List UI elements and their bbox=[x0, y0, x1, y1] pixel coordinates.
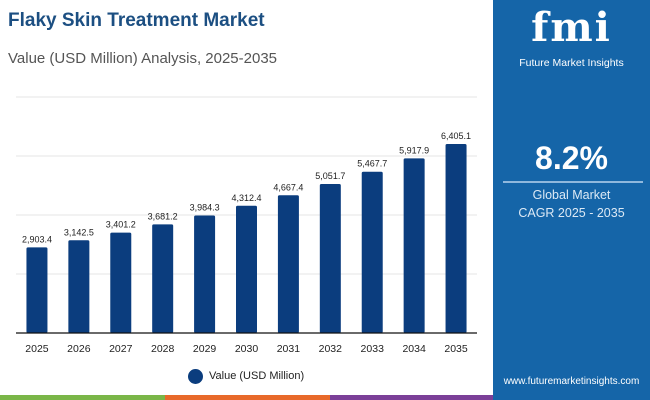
chart-subtitle: Value (USD Million) Analysis, 2025-2035 bbox=[8, 50, 278, 67]
data-label: 3,142.5 bbox=[64, 227, 94, 237]
bar bbox=[445, 144, 467, 333]
sidebar-panel: fmi Future Market Insights 8.2% Global M… bbox=[493, 0, 650, 400]
x-tick-label: 2035 bbox=[444, 343, 468, 355]
data-label: 3,984.3 bbox=[190, 202, 220, 212]
legend: Value (USD Million) bbox=[188, 369, 304, 384]
x-tick-label: 2031 bbox=[277, 343, 301, 355]
cagr-label: Global Market bbox=[532, 188, 611, 202]
data-label: 3,401.2 bbox=[106, 220, 136, 230]
strip-purple bbox=[330, 395, 493, 400]
data-label: 4,312.4 bbox=[231, 193, 261, 203]
data-label: 3,681.2 bbox=[148, 211, 178, 221]
x-tick-label: 2027 bbox=[109, 343, 133, 355]
bar bbox=[194, 215, 216, 333]
bar bbox=[403, 158, 425, 333]
bar bbox=[319, 183, 341, 333]
bar bbox=[110, 232, 132, 333]
data-label: 4,667.4 bbox=[273, 182, 303, 192]
x-tick-label: 2033 bbox=[361, 343, 385, 355]
legend-label: Value (USD Million) bbox=[209, 370, 305, 382]
strip-orange bbox=[165, 395, 330, 400]
bar bbox=[361, 171, 383, 333]
divider bbox=[503, 181, 643, 183]
legend-marker bbox=[188, 369, 203, 384]
x-tick-label: 2029 bbox=[193, 343, 217, 355]
strip-green bbox=[0, 395, 165, 400]
bar bbox=[152, 224, 174, 333]
x-tick-label: 2034 bbox=[402, 343, 426, 355]
bar bbox=[68, 240, 90, 333]
data-label: 5,917.9 bbox=[399, 145, 429, 155]
bar bbox=[236, 205, 257, 333]
cagr-period: CAGR 2025 - 2035 bbox=[518, 206, 625, 220]
x-tick-label: 2026 bbox=[67, 343, 91, 355]
x-tick-label: 2030 bbox=[235, 343, 259, 355]
data-label: 5,051.7 bbox=[315, 171, 345, 181]
bar-chart: 2,903.4 2025 3,142.5 2026 3,401.2 2027 3,681.2… bbox=[16, 96, 477, 355]
x-tick-label: 2028 bbox=[151, 343, 175, 355]
data-label: 6,405.1 bbox=[441, 131, 471, 141]
cagr-value: 8.2% bbox=[535, 140, 608, 176]
bar bbox=[277, 195, 299, 333]
website-link[interactable]: www.futuremarketinsights.com bbox=[503, 376, 640, 387]
chart-title: Flaky Skin Treatment Market bbox=[8, 10, 265, 31]
data-label: 2,903.4 bbox=[22, 234, 52, 244]
x-tick-label: 2032 bbox=[319, 343, 343, 355]
x-tick-label: 2025 bbox=[25, 343, 49, 355]
data-label: 5,467.7 bbox=[357, 159, 387, 169]
brand-name: Future Market Insights bbox=[519, 57, 624, 69]
bar bbox=[26, 247, 48, 333]
fmi-logo: fmi bbox=[531, 4, 612, 51]
